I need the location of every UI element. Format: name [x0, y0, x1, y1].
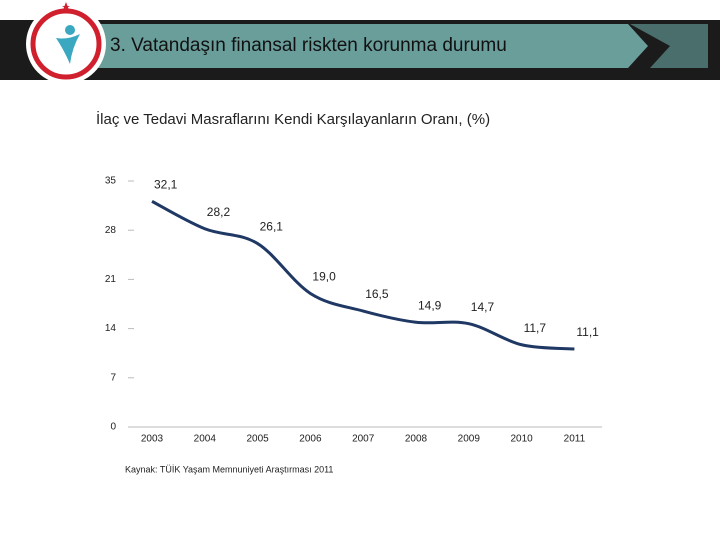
x-tick-label: 2003 — [141, 434, 164, 445]
value-label: 16,5 — [365, 287, 389, 301]
x-tick-label: 2007 — [352, 434, 375, 445]
value-label: 11,7 — [524, 321, 547, 335]
value-label: 26,1 — [260, 220, 284, 234]
logo-star — [62, 2, 70, 10]
x-tick-label: 2008 — [405, 434, 428, 445]
logo-ring — [30, 8, 102, 80]
x-tick-label: 2004 — [194, 434, 217, 445]
header-title: 3. Vatandaşın finansal riskten korunma d… — [110, 35, 507, 56]
y-tick-label: 35 — [105, 176, 117, 187]
value-label: 19,0 — [312, 270, 336, 284]
chart-title: İlaç ve Tedavi Masraflarını Kendi Karşıl… — [96, 110, 490, 128]
value-label: 11,1 — [576, 325, 599, 339]
value-label: 32,1 — [154, 178, 178, 192]
logo-head — [65, 25, 75, 35]
source: Kaynak: TÜİK Yaşam Memnuniyeti Araştırma… — [125, 464, 333, 474]
y-tick-label: 14 — [105, 323, 117, 334]
value-label: 28,2 — [207, 205, 231, 219]
y-tick-label: 7 — [110, 372, 116, 383]
x-tick-label: 2009 — [458, 434, 481, 445]
y-tick-label: 28 — [105, 225, 117, 236]
title-arrow — [630, 24, 708, 68]
logo-figure — [56, 34, 80, 64]
y-tick-label: 21 — [105, 274, 117, 285]
title-box — [96, 24, 648, 68]
x-tick-label: 2010 — [510, 434, 533, 445]
x-tick-label: 2006 — [299, 434, 322, 445]
x-tick-label: 2005 — [246, 434, 269, 445]
value-label: 14,7 — [471, 300, 495, 314]
x-tick-label: 2011 — [564, 434, 586, 445]
line — [151, 200, 575, 351]
value-label: 14,9 — [418, 298, 442, 312]
y-tick-label: 0 — [110, 422, 116, 433]
